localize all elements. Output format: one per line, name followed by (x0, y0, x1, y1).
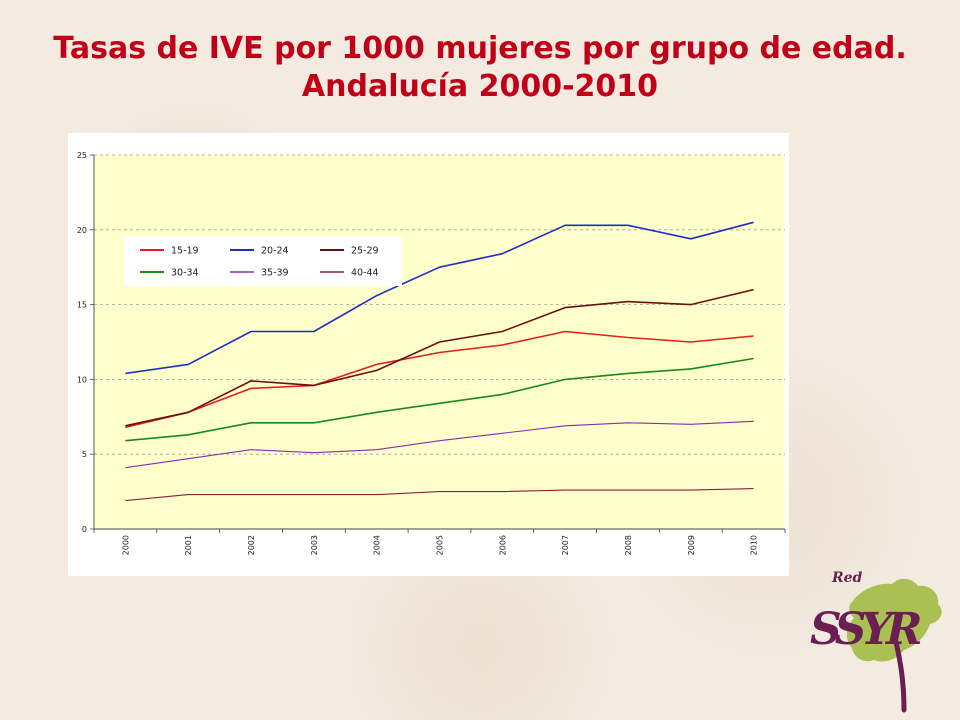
x-tick-label: 2009 (687, 535, 696, 555)
x-tick-label: 2003 (310, 535, 319, 555)
legend-box (124, 236, 402, 286)
logo-main-text: SSYR (810, 604, 921, 655)
legend-label: 35-39 (261, 268, 289, 279)
legend-label: 30-34 (171, 268, 199, 279)
line-chart: 0 5 10 15 20 25 2000 2001 2002 2003 2004 2005 2006 20… (77, 151, 786, 555)
y-tick-label: 0 (82, 525, 87, 534)
legend-label: 40-44 (351, 268, 379, 279)
y-tick-label: 20 (77, 226, 87, 235)
x-tick-label: 2002 (247, 535, 256, 555)
series-line-20-24 (125, 221, 754, 375)
x-tick-label: 2008 (624, 535, 633, 555)
series-lines (125, 221, 754, 502)
y-tick-label: 5 (82, 450, 87, 459)
legend-label: 15-19 (171, 246, 199, 257)
series-line-30-34 (125, 357, 754, 442)
legend-label: 20-24 (261, 246, 289, 257)
y-tick-label: 15 (77, 301, 87, 310)
x-tick-label: 2005 (436, 535, 445, 555)
x-tick-label: 2007 (561, 535, 570, 555)
x-tick-label: 2004 (373, 535, 382, 555)
series-line-15-19 (125, 330, 754, 429)
series-line-35-39 (125, 420, 754, 469)
slide-title: Tasas de IVE por 1000 mujeres por grupo … (53, 31, 907, 104)
chart-frame: 0 5 10 15 20 25 2000 2001 2002 2003 2004 2005 2006 20… (68, 133, 789, 576)
x-tick-label: 2000 (121, 535, 130, 555)
y-tick-label: 25 (77, 151, 87, 160)
red-ssyr-logo: Red SSYR (800, 560, 950, 720)
x-tick-label: 2001 (184, 535, 193, 555)
x-tick-label: 2010 (750, 535, 759, 555)
x-tick-label: 2006 (498, 535, 507, 555)
legend: 15-19 20-24 25-29 30-34 35-39 40-44 (124, 236, 402, 286)
logo-small-text: Red (831, 570, 863, 586)
series-line-40-44 (125, 488, 754, 502)
series-line-25-29 (125, 288, 754, 427)
axes: 0 5 10 15 20 25 2000 2001 2002 2003 2004 2005 2006 20… (77, 151, 786, 555)
gridlines (94, 154, 785, 455)
logo-stroke-tail (893, 639, 907, 713)
logo-map-shape (846, 578, 942, 662)
y-tick-label: 10 (77, 375, 87, 384)
legend-label: 25-29 (351, 246, 379, 257)
